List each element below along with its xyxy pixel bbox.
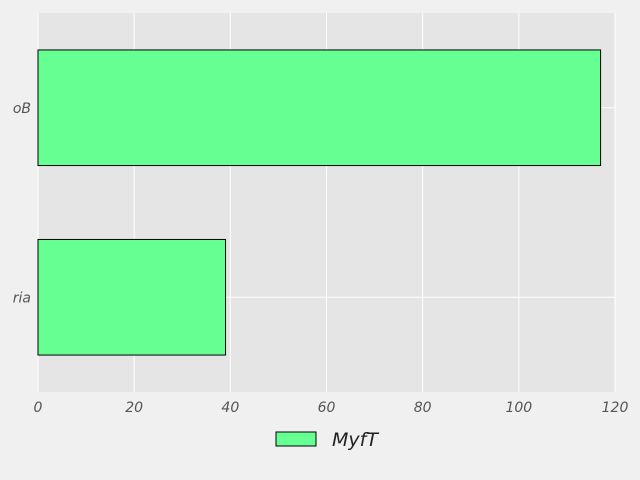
bars [37, 49, 602, 356]
x-tick-label: 100 [505, 400, 532, 416]
x-tick-label: 40 [221, 400, 239, 416]
bar-ria [37, 238, 227, 356]
y-axis-tick-labels: ria oB [13, 101, 31, 307]
x-axis-tick-labels: 0 20 40 60 80 100 120 [34, 400, 629, 416]
legend: MyfT [275, 429, 379, 451]
y-tick-label: ria [13, 290, 31, 306]
x-tick-label: 0 [34, 400, 43, 416]
y-tick-label: oB [13, 101, 31, 117]
x-tick-label: 120 [602, 400, 629, 416]
x-tick-label: 60 [318, 400, 336, 416]
x-tick-label: 80 [414, 400, 432, 416]
bar-oB [37, 49, 602, 167]
legend-swatch [275, 431, 317, 447]
x-tick-label: 20 [125, 400, 143, 416]
legend-label: MyfT [332, 429, 379, 451]
